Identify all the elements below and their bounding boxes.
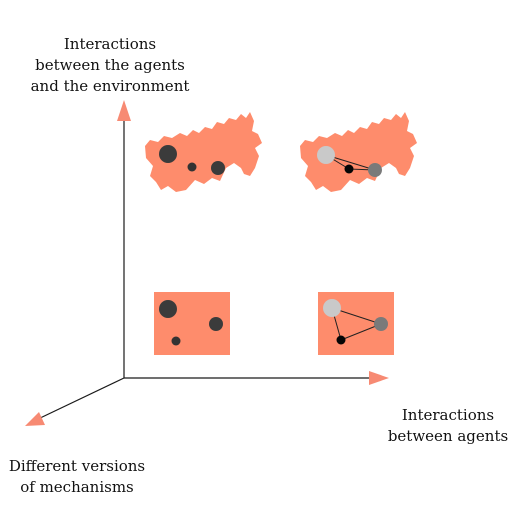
interaction-link [340,323,382,341]
z-axis-line [35,377,125,421]
agent-small-dark [171,336,181,346]
box-panel-no-interaction [154,292,230,355]
agent-black [344,164,354,174]
agent-gray [374,317,388,331]
agent-light [323,299,341,317]
agent-gray [368,163,382,177]
y-axis-label-line: between the agents [35,56,185,74]
x-axis-arrowhead [369,371,389,385]
agent-medium-dark [209,317,223,331]
y-axis-arrowhead [117,100,131,121]
x-axis-label-line: between agents [387,427,509,445]
agent-large-dark [159,300,177,318]
x-axis-label-line: Interactions [401,406,495,424]
agent-medium-dark [211,161,225,175]
russia-map-shape [145,112,262,192]
z-axis-label-line: of mechanisms [20,478,134,496]
agent-light [317,146,335,164]
russia-map-shape [300,112,417,192]
x-axis-label: Interactions between agents [378,405,518,447]
agent-black [336,335,346,345]
agent-large-dark [159,145,177,163]
z-axis-arrowhead [25,412,45,426]
y-axis-label-line: and the environment [30,77,190,95]
z-axis-label: Different versions of mechanisms [2,456,152,498]
z-axis-label-line: Different versions [8,457,146,475]
box-panel-with-interaction [318,292,394,355]
map-panel-no-interaction [145,112,262,192]
y-axis-label-line: Interactions [63,35,157,53]
map-panel-with-interaction [300,112,417,192]
agent-small-dark [187,162,197,172]
y-axis-label: Interactions between the agents and the … [22,34,198,97]
